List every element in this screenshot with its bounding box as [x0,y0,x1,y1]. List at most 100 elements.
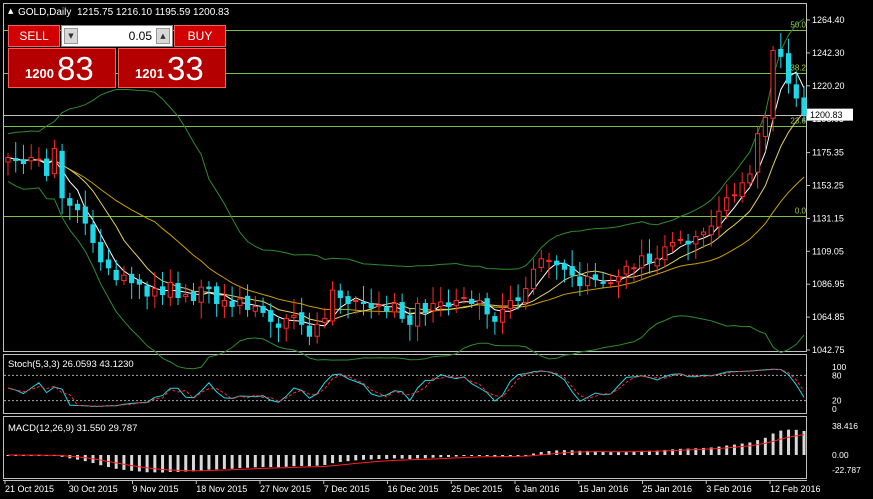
macd-bar [601,451,605,455]
candle-body [90,224,96,243]
macd-bar [176,455,180,472]
macd-bar [779,430,783,455]
time-tick-label: 25 Dec 2015 [451,484,502,494]
macd-bar [663,449,667,455]
candle-body [275,323,282,328]
candles [5,33,807,346]
macd-bar [717,446,721,455]
price-tick-label: 1242.30 [812,48,845,58]
time-tick-label: 30 Oct 2015 [69,484,118,494]
macd-bar [276,455,280,468]
lot-size-input[interactable] [82,27,152,45]
macd-bar [416,455,420,459]
buy-price-pips: 33 [167,50,204,87]
candle-body [167,282,173,298]
candle-body [20,159,27,165]
macd-bar [470,455,474,456]
macd-bar [338,455,342,462]
moving-average-mid-line [7,111,805,323]
macd-bar [392,455,396,459]
price-tick-label: 1220.20 [812,81,845,91]
macd-tick-label: 38.416 [832,421,858,431]
candle-body [515,297,521,301]
candle-body [360,301,367,304]
candle-body [244,295,251,310]
candle-body [67,198,73,206]
macd-bar [161,455,165,473]
macd-bar [694,448,698,455]
macd-bar [400,455,404,459]
macd-bar [725,445,729,455]
macd-tick-label: 0.00 [832,450,849,460]
candle-body [793,84,799,99]
stoch-title: Stoch(5,3,3) 26.0593 43.1230 [8,359,134,370]
macd-bar [323,455,327,465]
macd-bar [153,455,157,473]
lot-size-field[interactable]: ▼ ▲ [61,25,173,47]
macd-bar [199,455,203,471]
candle-body [700,231,707,236]
time-tick-label: 12 Feb 2016 [770,484,821,494]
buy-price-button[interactable]: 1201 33 [118,48,226,88]
macd-histogram [6,429,806,473]
candle-body [384,307,390,312]
time-tick-label: 18 Nov 2015 [196,484,247,494]
macd-bar [284,455,288,467]
lot-increase-icon[interactable]: ▲ [156,28,170,44]
stoch-tick-label: 100 [832,362,846,372]
stoch-tick-label: 20 [832,396,842,406]
candle-body [530,268,537,290]
macd-bar [532,453,536,455]
macd-bar [771,433,775,455]
candle-body [569,266,575,276]
time-tick-label: 21 Oct 2015 [5,484,54,494]
macd-bar [184,455,188,472]
candle-body [353,299,359,302]
macd-bar [462,455,466,457]
macd-bar [431,455,435,458]
buy-button[interactable]: BUY [174,25,226,47]
macd-frame [3,416,807,479]
candle-body [44,158,50,176]
lot-decrease-icon[interactable]: ▼ [64,28,78,44]
sell-price-button[interactable]: 1200 83 [8,48,116,88]
candle-body [36,158,42,161]
buy-price-prefix: 1201 [135,66,164,81]
sell-button[interactable]: SELL [8,25,60,47]
macd-bar [756,440,760,455]
macd-bar [740,443,744,455]
chart-symbol-label: GOLD,Daily [18,7,71,18]
macd-bar [524,454,528,456]
candle-body [469,298,475,304]
candle-body [785,53,792,84]
candle-body [708,225,714,236]
candle-body [152,288,158,297]
price-tick-label: 1064.85 [812,312,845,322]
time-tick-label: 6 Jan 2016 [515,484,560,494]
current-price-label: 1200.83 [810,110,843,120]
candle-body [592,274,598,281]
price-tick-label: 1131.15 [812,213,844,223]
macd-bar [361,455,365,460]
candle-body [499,308,506,323]
time-tick-label: 15 Jan 2016 [579,484,629,494]
macd-bar [269,455,273,468]
macd-bar [253,455,257,468]
fibonacci-retracement[interactable]: 50.0 38.2 23.6 0.0 [4,21,807,217]
candle-body [399,302,405,319]
candle-body [175,283,181,299]
candle-body [755,133,761,173]
macd-bar [640,450,644,455]
sell-price-prefix: 1200 [25,66,54,81]
fib-level-label: 38.2 [790,64,806,73]
candle-body [198,286,204,303]
macd-bar [137,455,141,472]
candle-body [129,273,135,284]
candle-body [538,258,544,268]
candle-body [747,173,753,184]
collapse-toggle-icon[interactable]: ▲ [8,7,14,15]
candle-body [345,296,351,304]
macd-bar [292,455,296,467]
time-tick-label: 27 Nov 2015 [260,484,311,494]
